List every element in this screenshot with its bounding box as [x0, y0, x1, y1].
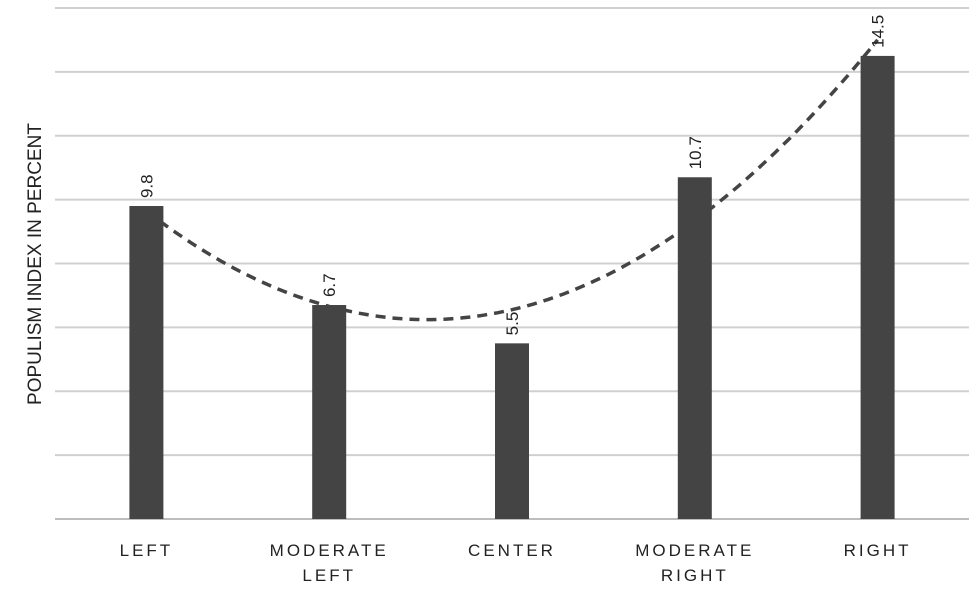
- x-tick-label: RIGHT: [844, 541, 912, 560]
- data-label: 5.5: [503, 312, 522, 336]
- bar: [312, 305, 347, 519]
- bar: [129, 206, 164, 519]
- bars: [129, 55, 895, 520]
- bar: [495, 343, 529, 519]
- trendline: [145, 38, 879, 322]
- data-label: 6.7: [320, 273, 339, 297]
- x-tick-labels: LEFT MODERATE LEFT CENTER MODERATE RIGHT RIGHT: [120, 541, 912, 585]
- x-tick-label: LEFT: [302, 566, 356, 585]
- y-axis-title: POPULISM INDEX IN PERCENT: [25, 123, 46, 405]
- x-tick-label: LEFT: [120, 541, 174, 560]
- bar: [860, 55, 895, 519]
- data-label: 9.8: [137, 174, 156, 198]
- data-label: 10.7: [686, 136, 705, 169]
- x-tick-label: CENTER: [468, 541, 556, 560]
- x-tick-label: MODERATE: [635, 541, 754, 560]
- bar: [677, 177, 712, 520]
- gridlines: [55, 7, 969, 520]
- x-tick-label: MODERATE: [270, 541, 389, 560]
- data-label: 14.5: [869, 15, 888, 48]
- data-labels: 9.8 6.7 5.5 10.7 14.5: [137, 15, 887, 336]
- x-tick-label: RIGHT: [661, 566, 729, 585]
